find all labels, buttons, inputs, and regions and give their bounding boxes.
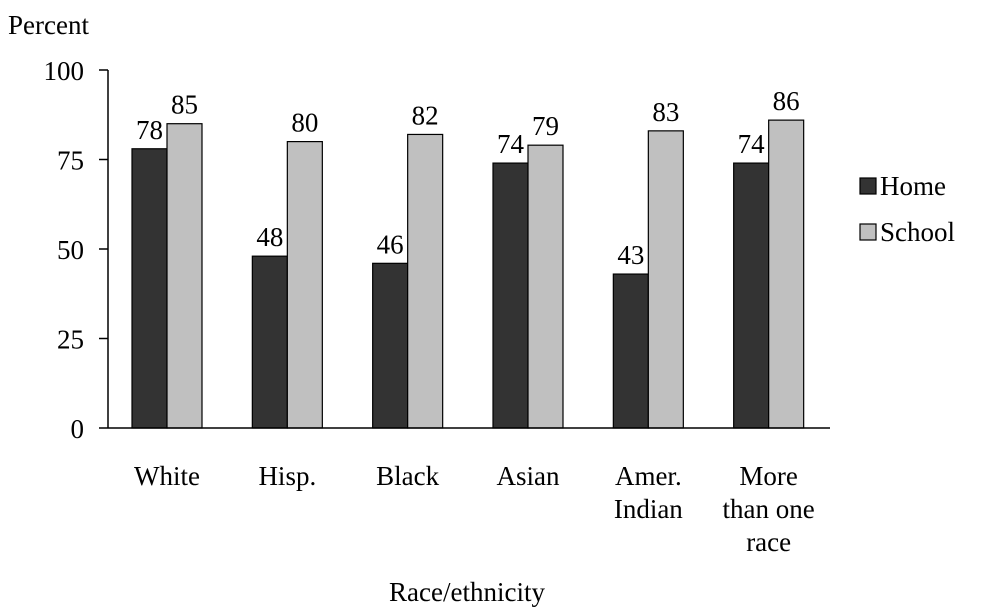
y-axis: 0 25 50 75 100 (44, 56, 109, 444)
y-axis-title: Percent (8, 10, 89, 40)
data-label: 82 (412, 100, 439, 130)
data-label: 48 (256, 222, 283, 252)
legend-swatch-school (859, 223, 877, 241)
data-label: 43 (617, 240, 644, 270)
y-tick-label: 100 (44, 56, 85, 86)
bar-home (492, 162, 529, 429)
x-tick-label-line: Asian (497, 461, 560, 491)
x-tick-label: Asian (497, 461, 560, 491)
y-tick-label: 75 (57, 146, 84, 176)
x-tick-label: Black (376, 461, 439, 491)
y-tick-label: 0 (71, 414, 85, 444)
x-tick-label: More than one race (723, 461, 815, 557)
y-tick-label: 25 (57, 325, 84, 355)
x-tick-label-line: race (746, 527, 791, 557)
legend-label: School (880, 217, 955, 247)
bar-school (647, 130, 684, 429)
y-tick-label: 50 (57, 235, 84, 265)
data-label: 80 (291, 108, 318, 138)
x-tick-label-line: White (134, 461, 200, 491)
data-label: 74 (497, 129, 525, 159)
legend-swatch-home (859, 177, 877, 195)
x-tick-label-line: Hisp. (258, 461, 316, 491)
data-label: 78 (136, 115, 163, 145)
data-label: 79 (532, 111, 559, 141)
x-tick-label-line: Black (376, 461, 439, 491)
bar-school (407, 133, 444, 429)
legend: Home School (859, 171, 955, 247)
x-tick-label-line: More (739, 461, 797, 491)
x-tick-label-line: than one (723, 494, 815, 524)
data-label: 83 (652, 97, 679, 127)
bar-school (286, 141, 323, 429)
x-tick-label-line: Amer. (615, 461, 682, 491)
bar-home (372, 262, 409, 429)
x-axis-title: Race/ethnicity (389, 577, 545, 607)
bar-home (733, 162, 770, 429)
bar-school (527, 144, 564, 429)
bar-home (612, 273, 649, 429)
x-tick-label: White (134, 461, 200, 491)
data-label: 85 (171, 90, 198, 120)
data-label: 46 (377, 229, 404, 259)
x-tick-label-line: Indian (614, 494, 683, 524)
bar-home (251, 255, 288, 429)
bar-school (166, 123, 203, 429)
x-tick-label: Hisp. (258, 461, 316, 491)
legend-label: Home (880, 171, 946, 201)
bar-home (131, 148, 168, 429)
data-label: 74 (738, 129, 766, 159)
bar-school (768, 119, 805, 429)
x-tick-label: Amer. Indian (614, 461, 683, 524)
x-axis: White Hisp. Black Asian Amer. Indian More than … (108, 427, 830, 557)
data-label: 86 (773, 86, 800, 116)
